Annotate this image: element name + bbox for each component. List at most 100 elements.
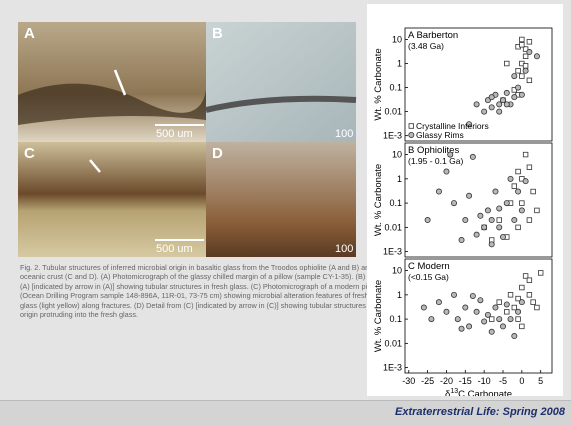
- data-point: [516, 68, 521, 73]
- data-point: [459, 237, 464, 242]
- data-point: [519, 92, 524, 97]
- y-tick-label: 1E-3: [383, 363, 402, 373]
- data-point: [512, 73, 517, 78]
- x-axis-label: δ13C Carbonate: [445, 388, 512, 396]
- photo-grid: A B C D 500 um 100 500 um 100: [0, 0, 360, 260]
- x-tick-label: -10: [478, 376, 491, 386]
- panel-label: B: [212, 25, 223, 42]
- data-point: [474, 309, 479, 314]
- data-point: [497, 316, 502, 321]
- y-tick-label: 1: [397, 59, 402, 69]
- data-point: [493, 189, 498, 194]
- data-point: [527, 40, 532, 45]
- data-point: [519, 300, 524, 305]
- x-axis-label-part: C Carbonate: [458, 389, 512, 396]
- y-tick-label: 1: [397, 174, 402, 184]
- data-point: [527, 278, 532, 283]
- data-point: [474, 102, 479, 107]
- data-point: [429, 316, 434, 321]
- legend-marker: [409, 124, 414, 129]
- data-point: [485, 312, 490, 317]
- data-point: [520, 285, 525, 290]
- scale-label: 500 um: [156, 243, 193, 255]
- data-point: [482, 319, 487, 324]
- footer: Extraterrestrial Life: Spring 2008: [0, 400, 571, 425]
- data-point: [535, 208, 540, 213]
- data-point: [527, 293, 532, 298]
- data-point: [500, 98, 505, 103]
- legend-marker: [409, 132, 414, 137]
- data-point: [478, 298, 483, 303]
- data-point: [504, 102, 509, 107]
- data-point: [515, 85, 520, 90]
- panel-label: A: [24, 25, 35, 42]
- data-point: [520, 201, 525, 206]
- data-point: [497, 225, 502, 230]
- data-point: [515, 309, 520, 314]
- data-point: [451, 292, 456, 297]
- data-point: [504, 309, 509, 314]
- data-point: [538, 271, 543, 276]
- data-point: [527, 78, 532, 83]
- data-point: [444, 169, 449, 174]
- panel-title: A Barberton: [408, 30, 458, 41]
- data-point: [512, 217, 517, 222]
- panel-title: C Modern: [408, 261, 450, 272]
- data-point: [482, 225, 487, 230]
- data-point: [478, 213, 483, 218]
- x-tick-label: -20: [440, 376, 453, 386]
- data-point: [489, 217, 494, 222]
- panel-subtitle: (1.95 - 0.1 Ga): [408, 156, 463, 166]
- data-point: [516, 225, 521, 230]
- data-point: [515, 189, 520, 194]
- data-point: [500, 234, 505, 239]
- data-point: [474, 232, 479, 237]
- data-point: [523, 68, 528, 73]
- y-axis-label: Wt. % Carbonate: [373, 48, 384, 120]
- data-point: [523, 54, 528, 59]
- data-point: [512, 95, 517, 100]
- legend-label: Glassy Rims: [416, 130, 464, 140]
- panel-label: C: [24, 145, 35, 162]
- data-point: [463, 305, 468, 310]
- data-point: [531, 189, 536, 194]
- data-point: [531, 300, 536, 305]
- data-point: [455, 316, 460, 321]
- data-point: [436, 300, 441, 305]
- data-point: [520, 324, 525, 329]
- data-point: [500, 324, 505, 329]
- data-point: [489, 242, 494, 247]
- data-point: [466, 324, 471, 329]
- data-point: [520, 74, 525, 79]
- scale-label: 500 um: [156, 128, 193, 140]
- panel-subtitle: (<0.15 Ga): [408, 272, 449, 282]
- data-point: [527, 165, 532, 170]
- data-point: [523, 152, 528, 157]
- data-point: [448, 152, 453, 157]
- data-point: [425, 217, 430, 222]
- data-point: [489, 317, 494, 322]
- data-point: [504, 61, 509, 66]
- y-tick-label: 0.1: [389, 314, 402, 324]
- data-point: [534, 54, 539, 59]
- data-point: [497, 206, 502, 211]
- data-point: [523, 179, 528, 184]
- data-point: [497, 300, 502, 305]
- data-point: [520, 43, 525, 48]
- x-tick-label: -5: [499, 376, 507, 386]
- footer-text: Extraterrestrial Life: Spring 2008: [395, 406, 565, 418]
- data-point: [497, 218, 502, 223]
- data-point: [527, 218, 532, 223]
- x-tick-label: -30: [402, 376, 415, 386]
- data-point: [504, 90, 509, 95]
- slide: A B C D 500 um 100 500 um 100 Fig. 2. Tu…: [0, 0, 571, 424]
- y-tick-label: 0.1: [389, 198, 402, 208]
- data-point: [436, 189, 441, 194]
- data-point: [527, 49, 532, 54]
- data-point: [451, 200, 456, 205]
- data-point: [497, 109, 502, 114]
- y-tick-label: 1: [397, 290, 402, 300]
- x-tick-label: 0: [519, 376, 524, 386]
- data-point: [535, 305, 540, 310]
- photo-b: [206, 22, 356, 142]
